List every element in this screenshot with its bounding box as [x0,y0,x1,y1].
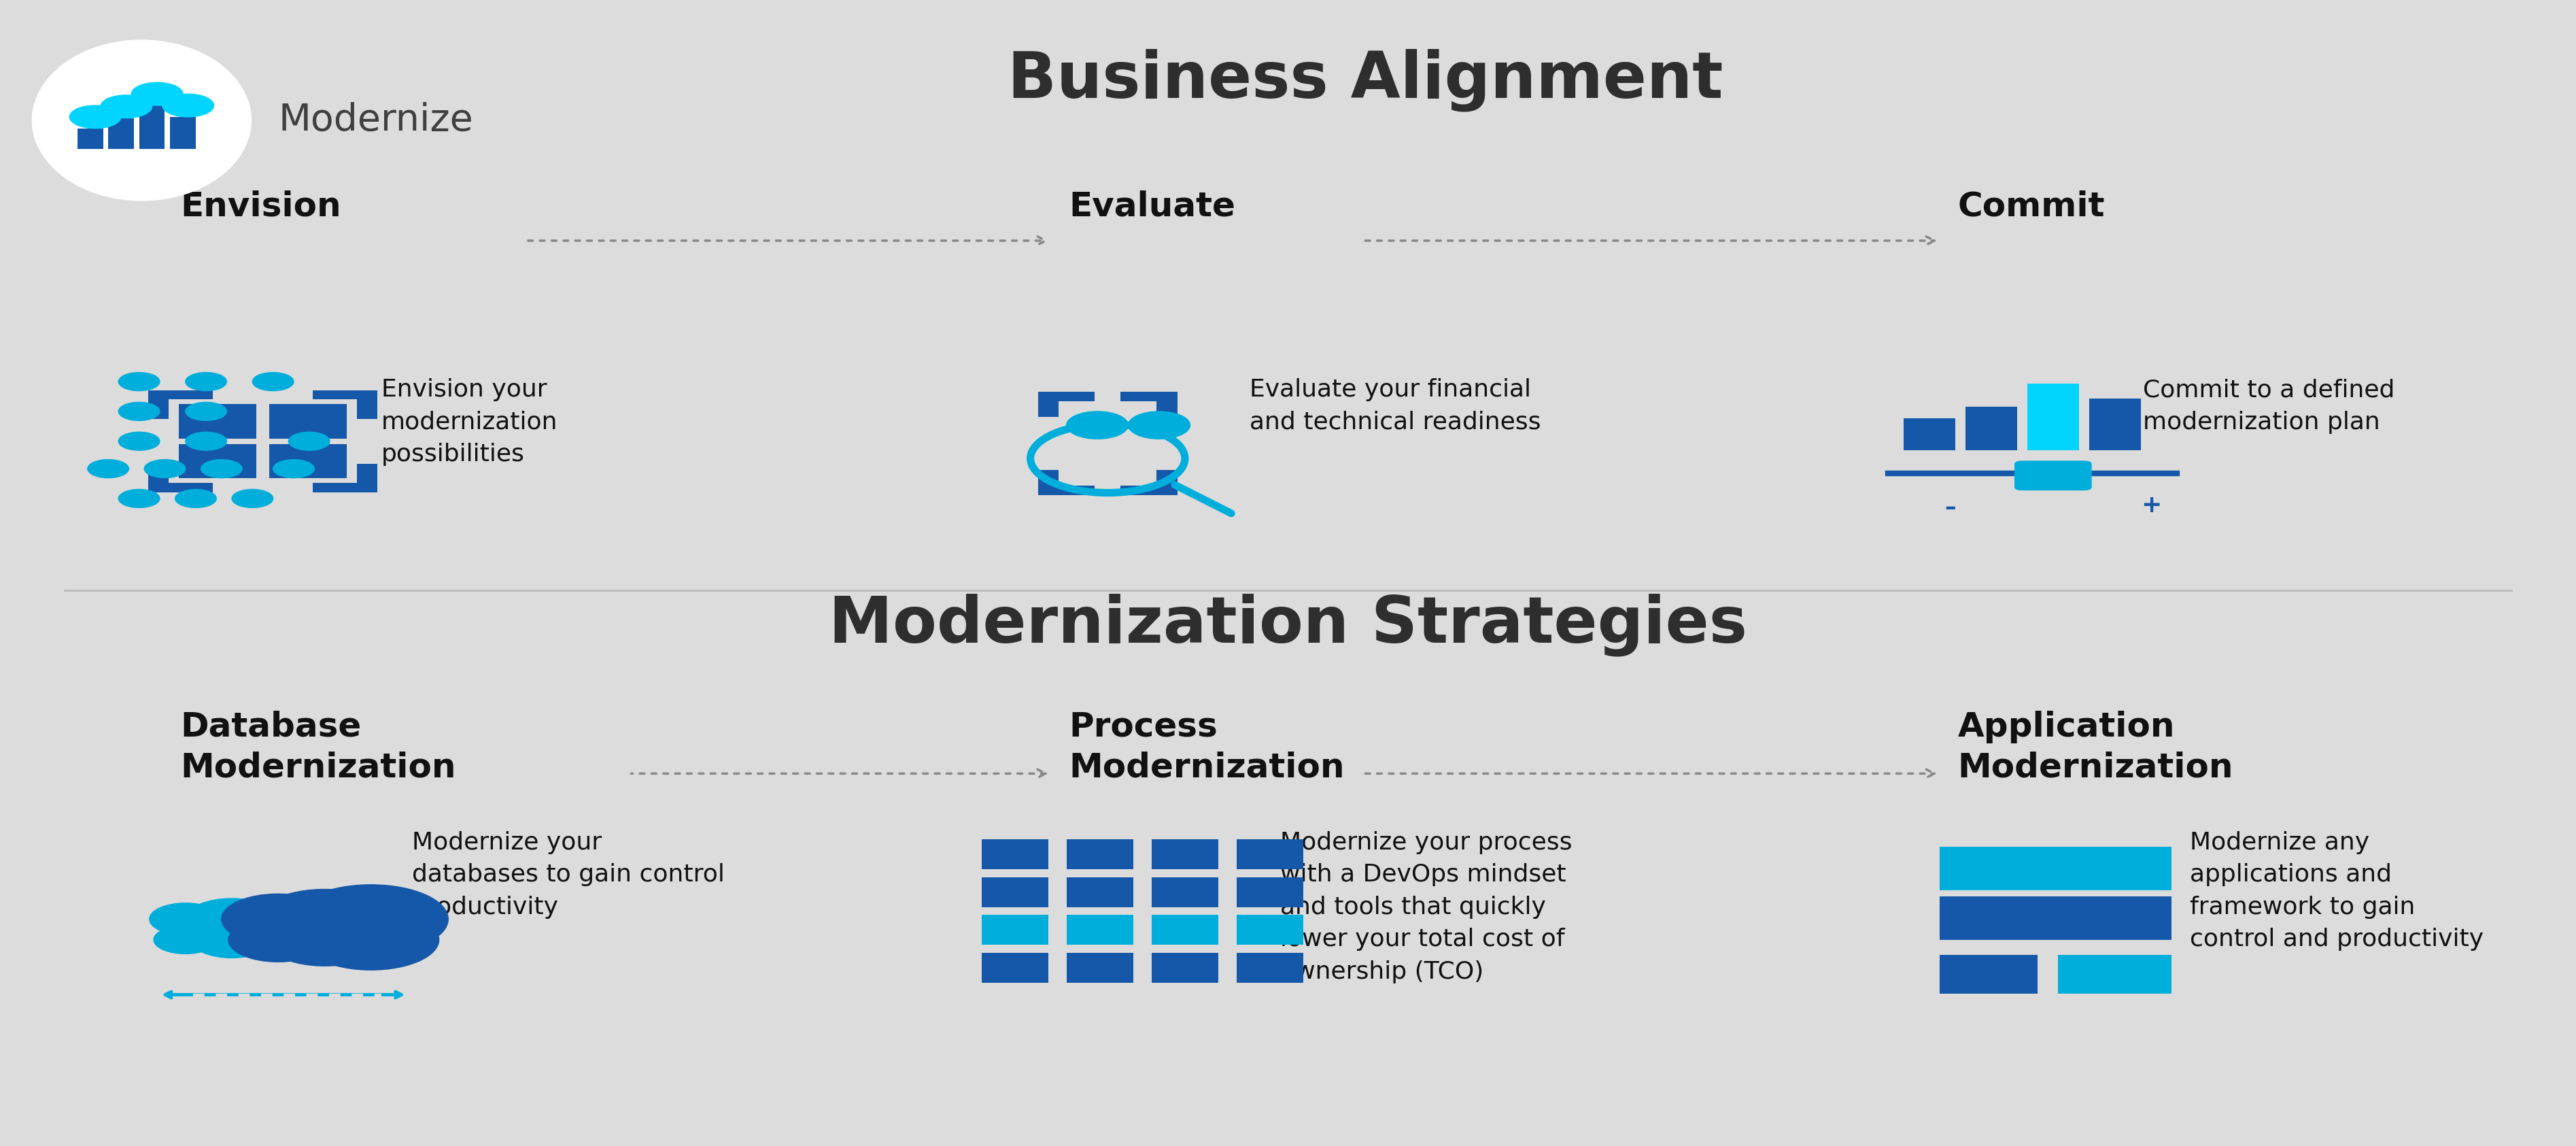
Text: +: + [2141,494,2161,517]
Bar [1151,839,1218,869]
Bar [1066,915,1133,944]
Circle shape [118,489,160,508]
FancyBboxPatch shape [2014,461,2092,490]
Bar [981,953,1048,982]
Bar [1904,418,1955,450]
Bar [2058,955,2172,994]
Bar [981,878,1048,908]
Bar [1066,878,1133,908]
Text: Evaluate your financial
and technical readiness: Evaluate your financial and technical re… [1249,378,1540,433]
Bar [1066,953,1133,982]
Circle shape [185,402,227,421]
Bar [1157,470,1177,495]
Bar [1236,915,1303,944]
Circle shape [1066,411,1128,439]
Bar [314,484,379,493]
Bar [1940,955,2038,994]
Text: Modernization Strategies: Modernization Strategies [829,594,1747,656]
Bar [1038,392,1059,417]
Circle shape [185,432,227,450]
Circle shape [201,460,242,478]
Text: Modernize your
databases to gain control
productivity: Modernize your databases to gain control… [412,831,724,919]
Circle shape [118,402,160,421]
Bar [1038,392,1095,401]
Bar [1038,470,1059,495]
Circle shape [252,372,294,391]
Circle shape [185,372,227,391]
Circle shape [289,432,330,450]
Bar [358,390,379,419]
Text: –: – [1945,496,1955,519]
Text: Evaluate: Evaluate [1069,190,1236,222]
Circle shape [144,460,185,478]
Text: Modernize: Modernize [278,102,474,139]
Bar [1121,392,1177,401]
Bar [1151,878,1218,908]
Text: Commit: Commit [1958,190,2105,222]
Circle shape [1128,411,1190,439]
Bar [180,405,258,439]
Bar [1940,847,2172,890]
Bar [270,405,348,439]
Circle shape [118,432,160,450]
Circle shape [258,889,392,949]
Text: Process
Modernization: Process Modernization [1069,711,1345,784]
Bar [1121,486,1177,495]
Bar [149,390,170,419]
Text: Modernize any
applications and
framework to gain
control and productivity: Modernize any applications and framework… [2190,831,2483,951]
Bar [139,105,165,149]
Circle shape [70,105,121,128]
Circle shape [265,913,384,966]
Bar [358,464,379,493]
Bar [981,839,1048,869]
Circle shape [294,885,448,953]
Bar [1236,953,1303,982]
Bar [2089,399,2141,450]
Circle shape [232,489,273,508]
Text: Application
Modernization: Application Modernization [1958,711,2233,784]
Bar [1151,915,1218,944]
Bar [149,390,214,400]
Circle shape [229,918,327,961]
Bar [149,484,214,493]
Text: Envision: Envision [180,190,340,222]
Bar [1151,953,1218,982]
Circle shape [131,83,183,105]
Circle shape [185,898,278,940]
Circle shape [191,921,273,958]
Text: Business Alignment: Business Alignment [1007,49,1723,111]
Bar [270,444,348,479]
Circle shape [304,910,438,970]
Ellipse shape [33,40,252,201]
Bar [149,464,170,493]
Bar [981,915,1048,944]
Bar [1236,878,1303,908]
Text: Database
Modernization: Database Modernization [180,711,456,784]
Text: Commit to a defined
modernization plan: Commit to a defined modernization plan [2143,378,2396,433]
Circle shape [88,460,129,478]
Circle shape [273,460,314,478]
Bar [2027,384,2079,450]
Bar [1157,392,1177,417]
Circle shape [222,894,335,944]
Text: Modernize your process
with a DevOps mindset
and tools that quickly
lower your t: Modernize your process with a DevOps min… [1280,831,1571,983]
Circle shape [100,95,152,118]
Bar [1965,407,2017,450]
Text: Envision your
modernization
possibilities: Envision your modernization possibilitie… [381,378,556,466]
Bar [1066,839,1133,869]
Circle shape [175,489,216,508]
Circle shape [162,94,214,117]
Bar [170,117,196,149]
Circle shape [118,372,160,391]
Bar [314,390,379,400]
Circle shape [155,926,216,953]
Circle shape [149,903,222,935]
Bar [108,118,134,149]
Bar [1038,486,1095,495]
Bar [77,128,103,149]
Bar [1940,896,2172,940]
Bar [180,444,258,479]
Bar [1236,839,1303,869]
